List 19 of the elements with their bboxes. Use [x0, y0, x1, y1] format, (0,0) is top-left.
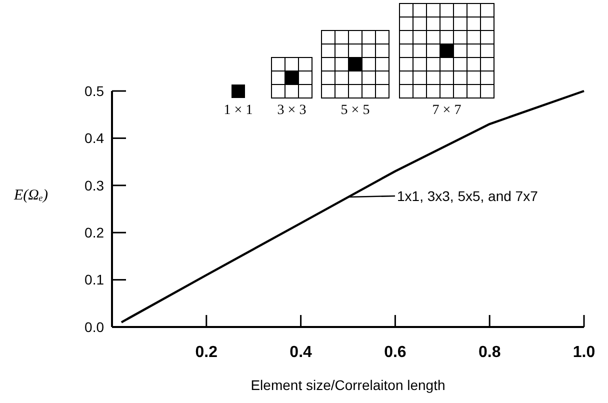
x-axis-title: Element size/Correlaiton length [250, 377, 446, 393]
line-series [120, 90, 586, 324]
x-tick-label: 1.0 [572, 344, 596, 361]
y-axis-title: E(Ωₑ) [13, 188, 48, 204]
x-tick-label: 0.8 [478, 344, 501, 361]
y-tick-label: 0.4 [84, 130, 104, 146]
x-tick-label: 0.2 [195, 344, 218, 361]
annotation: 1x1, 3x3, 5x5, and 7x7 [397, 188, 538, 204]
annotation: 3 × 3 [277, 103, 306, 118]
annotation: 5 × 5 [340, 103, 370, 118]
annotation: 7 × 7 [432, 103, 462, 118]
y-tick-label: 0.2 [84, 224, 104, 240]
x-tick-label: 0.4 [290, 344, 312, 361]
y-tick-label: 0.0 [84, 318, 104, 335]
y-tick-label: 0.1 [84, 272, 104, 288]
y-tick-label: 0.3 [84, 177, 104, 194]
annotation: 1 × 1 [224, 103, 253, 118]
y-tick-label: 0.5 [84, 82, 104, 99]
x-tick-label: 0.6 [384, 344, 406, 361]
